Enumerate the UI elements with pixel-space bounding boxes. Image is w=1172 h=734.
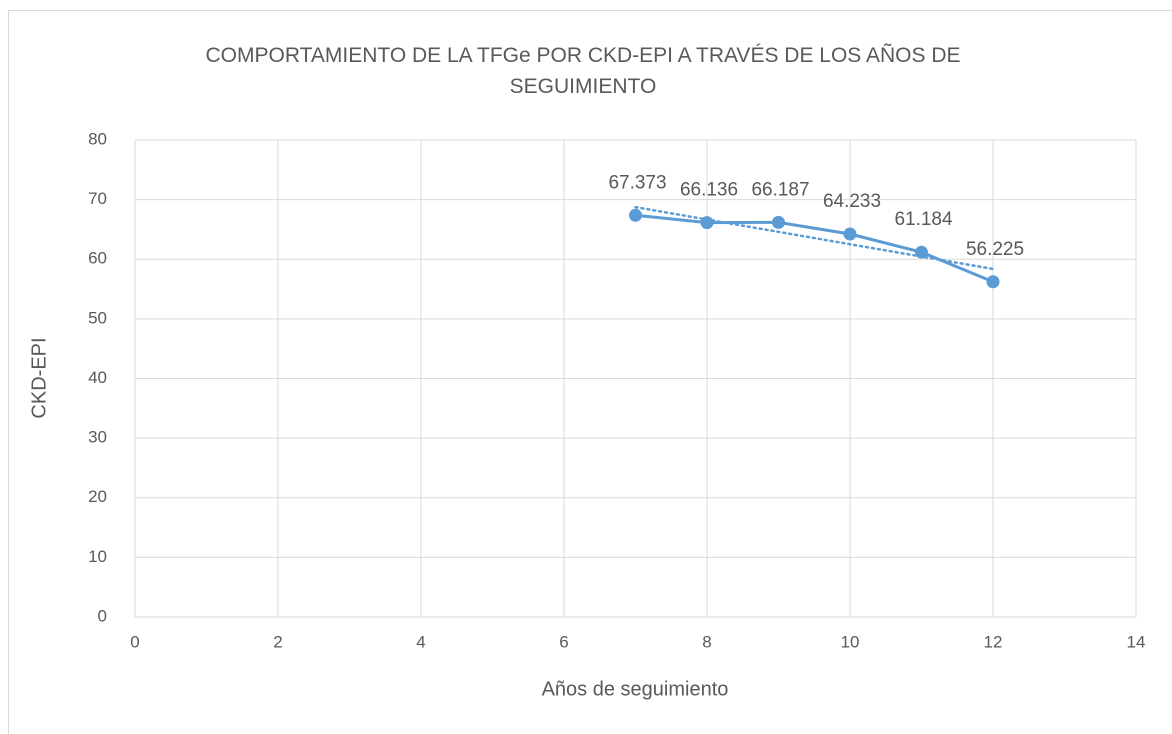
data-point bbox=[629, 208, 642, 222]
data-label: 61.184 bbox=[894, 209, 953, 230]
y-tick-label: 20 bbox=[88, 487, 107, 506]
data-point bbox=[986, 275, 1000, 289]
x-tick-label: 6 bbox=[559, 632, 568, 651]
y-tick-label: 60 bbox=[88, 249, 107, 268]
y-tick-label: 70 bbox=[88, 189, 107, 208]
data-point bbox=[772, 215, 785, 229]
data-point bbox=[843, 227, 857, 241]
y-tick-label: 30 bbox=[88, 428, 107, 447]
x-tick-label: 10 bbox=[841, 632, 860, 651]
data-label: 64.233 bbox=[823, 191, 881, 212]
chart-title: COMPORTAMIENTO DE LA TFGe POR CKD-EPI A … bbox=[205, 44, 961, 98]
y-tick-label: 40 bbox=[88, 368, 107, 387]
x-tick-label: 14 bbox=[1127, 632, 1146, 651]
x-axis-label: Años de seguimiento bbox=[542, 678, 729, 700]
y-tick-label: 10 bbox=[88, 547, 107, 566]
data-label: 56.225 bbox=[966, 239, 1024, 260]
data-label: 66.136 bbox=[680, 180, 738, 201]
y-axis-label: CKD-EPI bbox=[28, 337, 50, 418]
data-point bbox=[915, 245, 928, 259]
chart-border bbox=[8, 10, 1172, 734]
x-tick-label: 12 bbox=[984, 632, 1003, 651]
data-label: 66.187 bbox=[751, 179, 809, 200]
data-label: 67.373 bbox=[608, 172, 666, 193]
y-tick-label: 50 bbox=[88, 308, 107, 327]
x-tick-label: 8 bbox=[702, 632, 711, 651]
data-point bbox=[700, 216, 714, 230]
x-tick-label: 4 bbox=[416, 632, 425, 651]
x-tick-label: 2 bbox=[273, 632, 282, 651]
x-tick-label: 0 bbox=[130, 632, 139, 651]
y-tick-label: 80 bbox=[88, 129, 107, 148]
series-line bbox=[635, 213, 994, 284]
y-tick-label: 0 bbox=[98, 606, 107, 625]
